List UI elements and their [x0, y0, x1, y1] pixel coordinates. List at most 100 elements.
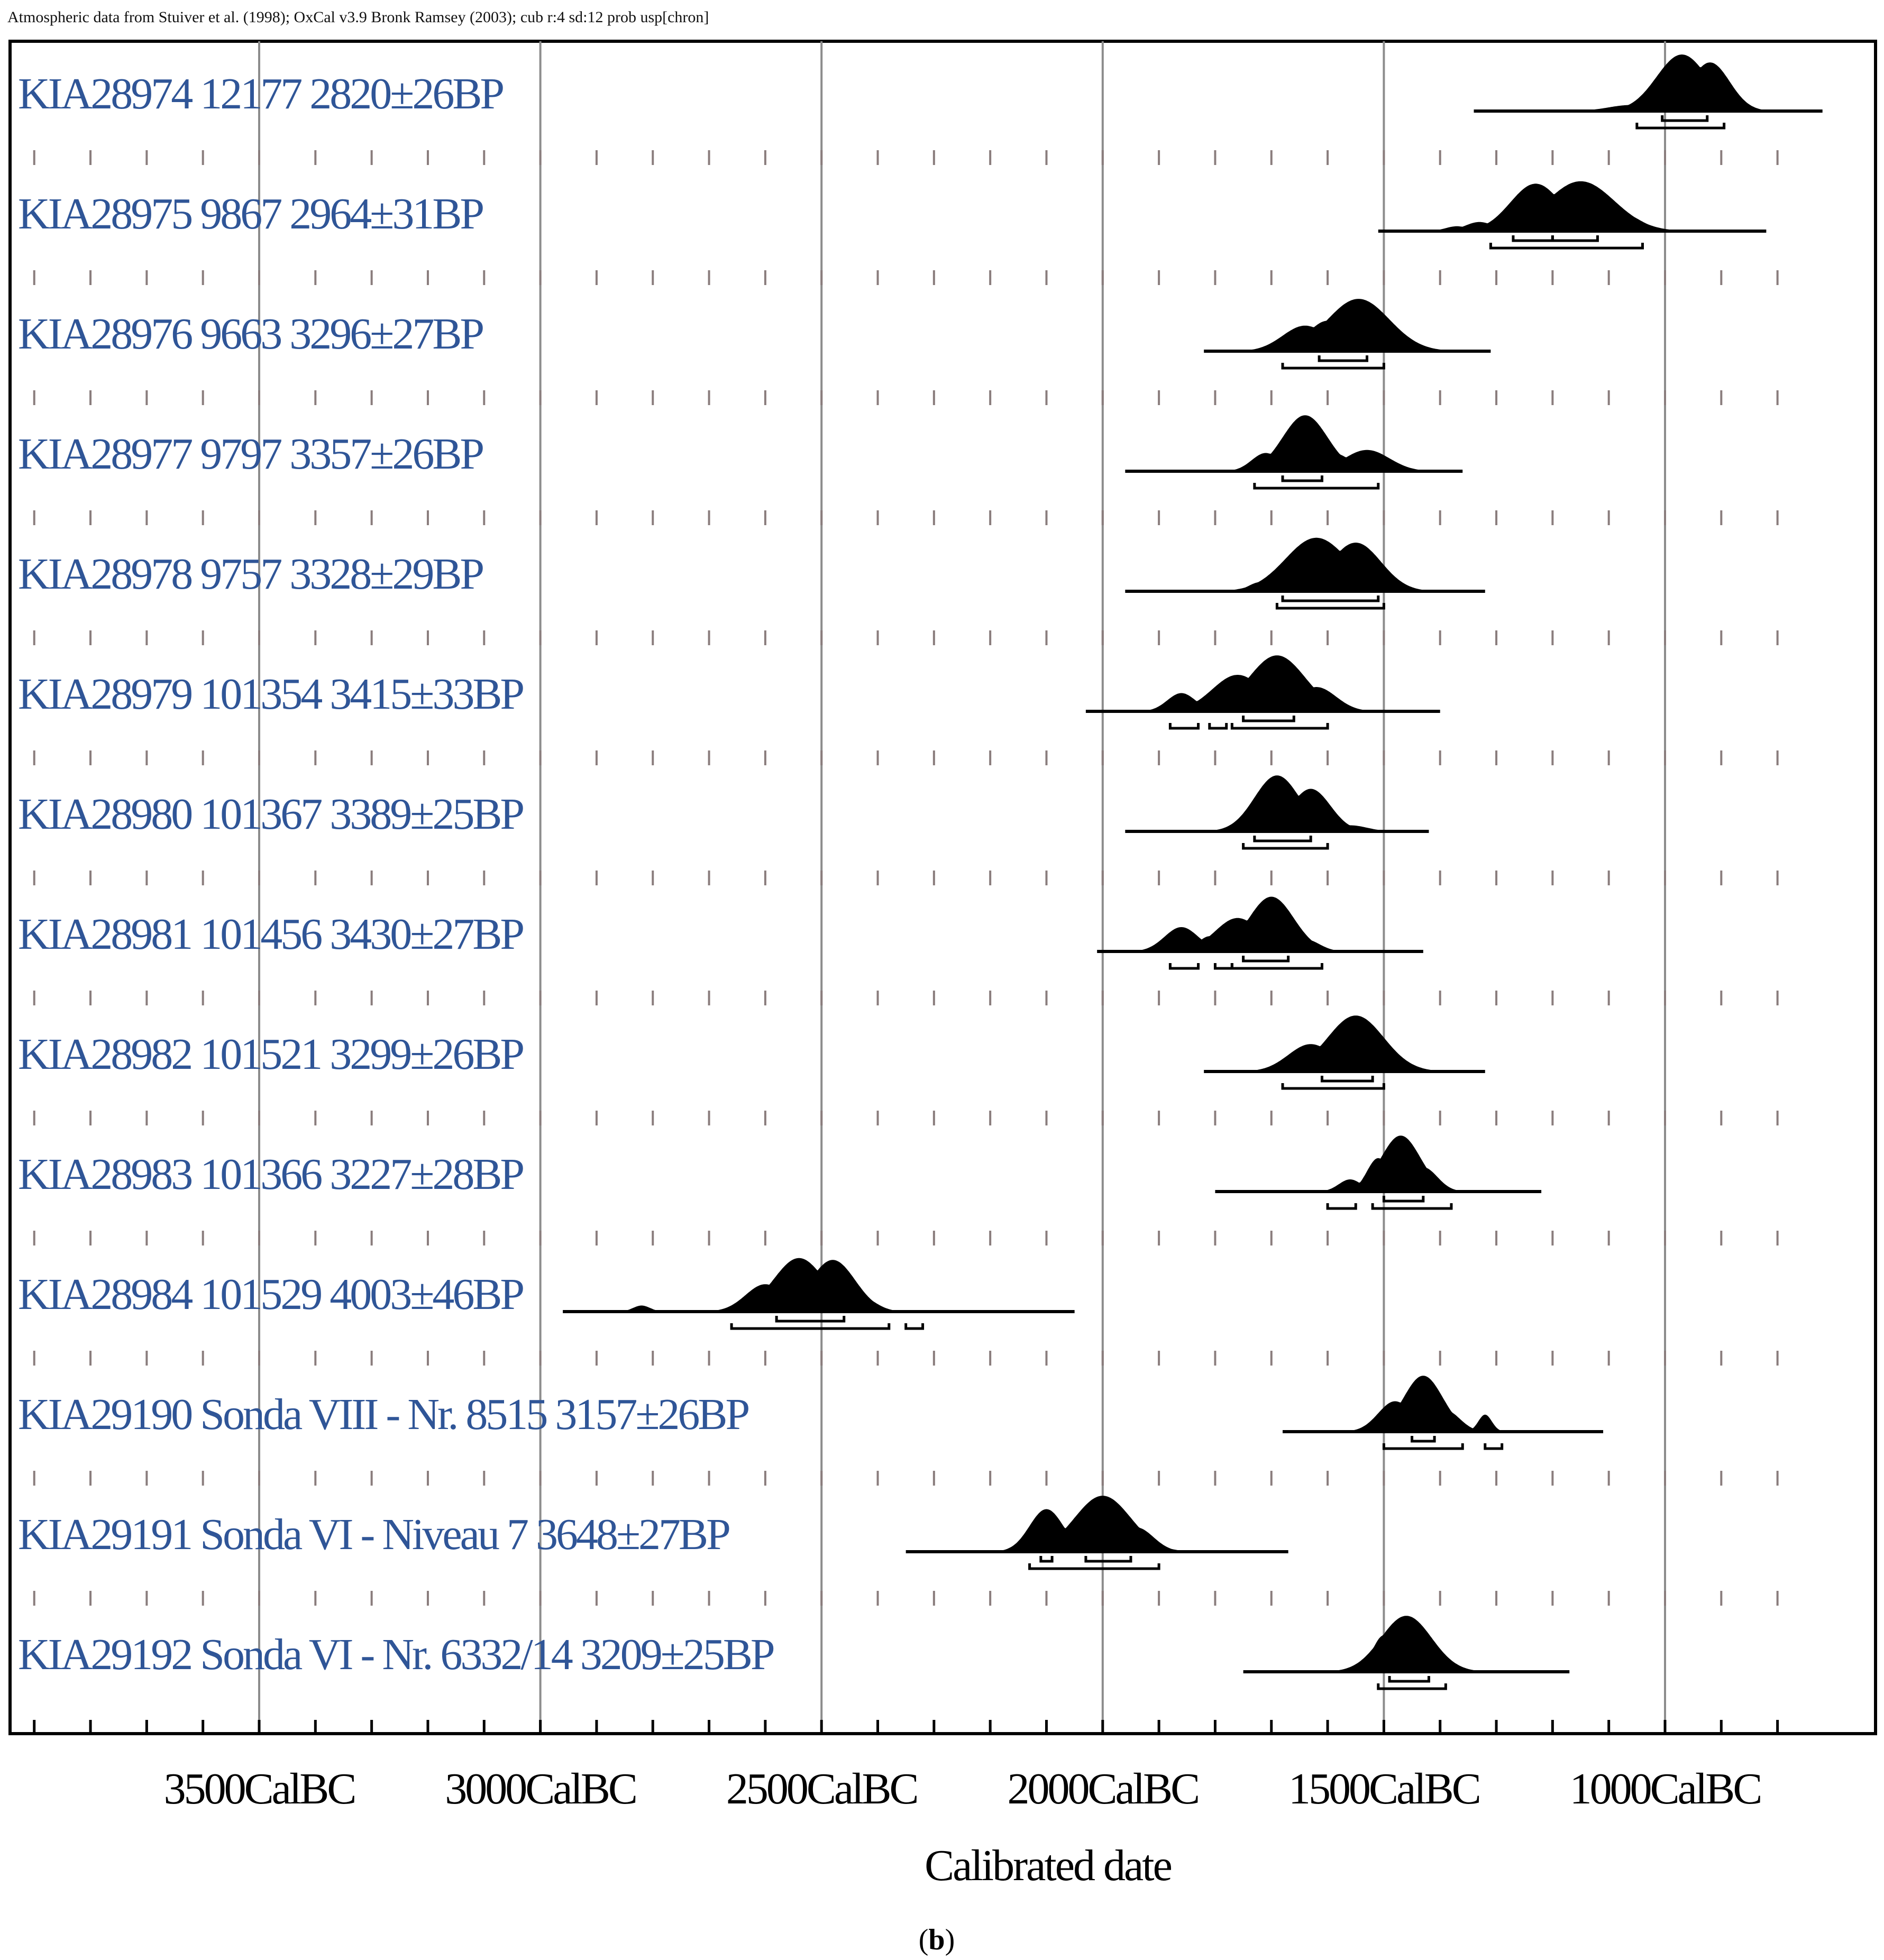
probability-curve	[1209, 775, 1401, 831]
sample-row-12	[906, 1496, 1288, 1570]
range-bracket-95	[1168, 723, 1200, 730]
probability-curve	[1139, 655, 1376, 711]
axis-tick-label: 3000CalBC	[445, 1764, 636, 1814]
range-bracket-95	[1242, 843, 1329, 850]
range-bracket-95	[1213, 963, 1233, 970]
probability-curve	[1223, 537, 1432, 591]
probability-curves	[563, 54, 1823, 1690]
axis-tick-label: 1000CalBC	[1570, 1764, 1761, 1814]
separator-row-6	[33, 871, 1779, 885]
figure-caption: (b)	[919, 1924, 955, 1956]
range-bracket-95	[1275, 603, 1385, 610]
sample-row-2	[1204, 299, 1491, 370]
range-bracket-68	[1039, 1556, 1054, 1563]
sample-row-9	[1215, 1135, 1542, 1210]
sample-label: KIA28982 101521 3299±26BP	[18, 1030, 523, 1079]
range-bracket-95	[1028, 1563, 1160, 1570]
sample-row-4	[1125, 537, 1485, 610]
x-axis-title: Calibrated date	[925, 1841, 1171, 1890]
range-bracket-95	[1489, 243, 1644, 250]
caption-letter: b	[928, 1924, 945, 1956]
caption-close-paren: )	[945, 1924, 955, 1956]
range-bracket-68	[1253, 836, 1312, 842]
range-bracket-68	[1281, 596, 1380, 602]
sample-label: KIA29191 Sonda VI - Niveau 7 3648±27BP	[18, 1510, 729, 1559]
separator-row-3	[33, 510, 1779, 525]
sample-row-1	[1378, 181, 1767, 250]
range-bracket-95	[1371, 1203, 1453, 1210]
range-bracket-95	[1208, 723, 1228, 730]
range-bracket-95	[1382, 1443, 1464, 1450]
sample-labels: KIA28974 12177 2820±26BP KIA28975 9867 29…	[18, 69, 776, 1679]
probability-curve	[1423, 181, 1682, 231]
separator-row-12	[33, 1591, 1779, 1606]
range-bracket-68	[1242, 956, 1290, 963]
sample-label: KIA28974 12177 2820±26BP	[18, 69, 503, 118]
sample-label: KIA28981 101456 3430±27BP	[18, 910, 523, 959]
range-bracket-68	[1318, 355, 1368, 362]
sample-row-6	[1125, 775, 1429, 850]
sample-label: KIA28978 9757 3328±29BP	[18, 549, 483, 599]
probability-curve	[1223, 415, 1435, 471]
range-bracket-95	[1326, 1203, 1357, 1210]
sample-label: KIA28975 9867 2964±31BP	[18, 189, 483, 239]
separator-row-1	[33, 270, 1779, 285]
sample-row-7	[1097, 896, 1423, 970]
range-bracket-68	[1242, 716, 1295, 722]
axis-tick-label: 2500CalBC	[726, 1764, 917, 1814]
probability-curve	[1316, 1135, 1466, 1192]
range-bracket-68	[1661, 115, 1709, 122]
separator-row-0	[33, 150, 1779, 165]
axis-tick-label: 3500CalBC	[164, 1764, 355, 1814]
sample-row-8	[1204, 1015, 1485, 1090]
range-bracket-68	[1320, 1076, 1374, 1083]
sample-label: KIA28979 101354 3415±33BP	[18, 670, 523, 719]
major-gridlines	[258, 41, 1666, 1734]
range-bracket-95	[904, 1323, 925, 1330]
probability-curve	[1131, 896, 1348, 951]
range-bracket-68	[1281, 475, 1323, 482]
range-bracket-95	[1484, 1443, 1504, 1450]
range-bracket-95	[1635, 123, 1726, 130]
probability-curve	[1330, 1616, 1483, 1672]
sample-label: KIA28980 101367 3389±25BP	[18, 790, 523, 839]
sample-row-10	[563, 1258, 1075, 1330]
sample-label: KIA28984 101529 4003±46BP	[18, 1270, 523, 1319]
sample-row-3	[1125, 415, 1463, 490]
axis-tick-label: 1500CalBC	[1288, 1764, 1479, 1814]
range-bracket-95	[1281, 363, 1385, 370]
x-axis: 3500CalBC 3000CalBC 2500CalBC 2000CalBC 1500…	[33, 1720, 1779, 1814]
range-bracket-95	[1168, 963, 1200, 970]
axis-tick-label: 2000CalBC	[1007, 1764, 1198, 1814]
range-bracket-68	[1551, 235, 1599, 242]
sample-row-0	[1474, 54, 1823, 130]
probability-curve	[1345, 1376, 1506, 1432]
range-bracket-95	[1253, 483, 1380, 490]
range-bracket-68	[1388, 1676, 1430, 1683]
range-bracket-68	[1084, 1556, 1132, 1563]
sample-row-13	[1243, 1616, 1570, 1690]
sample-label: KIA28983 101366 3227±28BP	[18, 1150, 523, 1199]
range-bracket-68	[1382, 1196, 1425, 1203]
sample-label: KIA28977 9797 3357±26BP	[18, 429, 483, 479]
probability-curve	[616, 1258, 906, 1312]
separator-row-4	[33, 630, 1779, 645]
range-bracket-68	[1411, 1436, 1436, 1443]
range-bracket-95	[1281, 1083, 1385, 1090]
separator-row-10	[33, 1351, 1779, 1366]
range-bracket-68	[775, 1316, 846, 1323]
separator-row-11	[33, 1471, 1779, 1486]
row-separator-ticks	[33, 150, 1779, 1606]
plot-frame	[8, 40, 1877, 1735]
sample-label: KIA28976 9663 3296±27BP	[18, 309, 483, 359]
caption-open-paren: (	[919, 1924, 929, 1956]
probability-curve	[1563, 54, 1769, 111]
sample-label: KIA29190 Sonda VIII - Nr. 8515 3157±26BP	[18, 1390, 748, 1439]
sample-label: KIA29192 Sonda VI - Nr. 6332/14 3209±25B…	[18, 1630, 774, 1679]
separator-row-2	[33, 390, 1779, 405]
sample-row-5	[1085, 655, 1440, 730]
range-bracket-95	[1377, 1683, 1447, 1690]
separator-row-7	[33, 991, 1779, 1005]
range-bracket-95	[1230, 963, 1323, 970]
